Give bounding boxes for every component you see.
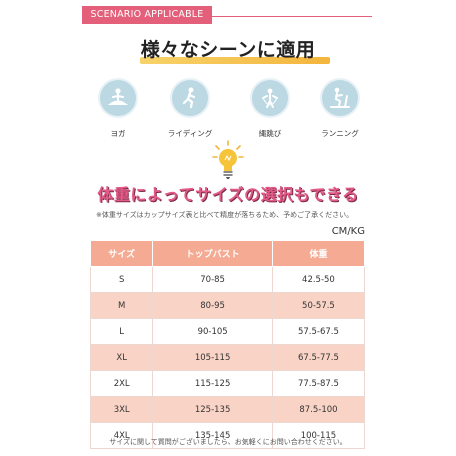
table-row: 2XL 115-125 77.5-87.5 (89, 370, 366, 397)
weight-cell: 100-115 (271, 422, 366, 449)
size-cell: XL (89, 344, 154, 371)
scene-riding: ライディング (160, 78, 220, 139)
size-cell: M (89, 292, 154, 319)
scene-label: 縄跳び (258, 129, 282, 138)
size-cell: L (89, 318, 154, 345)
size-cell: 4XL (89, 422, 154, 449)
bust-cell: 70-85 (152, 266, 273, 293)
scene-label: ランニング (321, 129, 359, 138)
column-header-size: サイズ (89, 240, 154, 267)
size-table: サイズ トップバスト 体重 S 70-85 42.5-50 M 80-95 50… (89, 240, 366, 449)
unit-label: CM/KG (331, 226, 365, 237)
contact-note: サイズに関して質問がございましたら、お気軽くにお問い合わせください。 (109, 438, 347, 446)
page-title: 様々なシーンに適用 (140, 39, 316, 61)
yoga-icon (98, 78, 138, 118)
weight-cell: 42.5-50 (271, 266, 366, 293)
bust-cell: 135-145 (152, 422, 273, 449)
weight-cell: 57.5-67.5 (271, 318, 366, 345)
table-header-row: サイズ トップバスト 体重 (89, 240, 366, 267)
table-row: 3XL 125-135 87.5-100 (89, 396, 366, 423)
lightbulb-icon (212, 140, 244, 180)
section-subtitle: 体重によってサイズの選択もできる (97, 185, 359, 204)
scene-yoga: ヨガ (88, 78, 148, 139)
table-row: 4XL 135-145 100-115 (89, 422, 366, 449)
title-highlight (140, 57, 330, 64)
scenario-tag: SCENARIO APPLICABLE (82, 6, 212, 24)
scene-label: ヨガ (110, 129, 126, 138)
weight-cell: 77.5-87.5 (271, 370, 366, 397)
scene-label: ライディング (167, 129, 213, 138)
bust-cell: 105-115 (152, 344, 273, 371)
table-row: M 80-95 50-57.5 (89, 292, 366, 319)
weight-cell: 67.5-77.5 (271, 344, 366, 371)
jump-rope-icon (250, 78, 290, 118)
tag-divider (212, 16, 372, 17)
column-header-bust: トップバスト (152, 240, 273, 267)
scene-list: ヨガ ライディング 縄跳び ランニング (0, 78, 456, 138)
table-row: S 70-85 42.5-50 (89, 266, 366, 293)
table-row: L 90-105 57.5-67.5 (89, 318, 366, 345)
bust-cell: 80-95 (152, 292, 273, 319)
riding-icon (170, 78, 210, 118)
size-cell: 3XL (89, 396, 154, 423)
bust-cell: 125-135 (152, 396, 273, 423)
column-header-weight: 体重 (271, 240, 366, 267)
scene-running: ランニング (310, 78, 370, 139)
bust-cell: 90-105 (152, 318, 273, 345)
running-machine-icon (320, 78, 360, 118)
bust-cell: 115-125 (152, 370, 273, 397)
size-cell: S (89, 266, 154, 293)
weight-cell: 87.5-100 (271, 396, 366, 423)
table-row: XL 105-115 67.5-77.5 (89, 344, 366, 371)
scene-jump-rope: 縄跳び (240, 78, 300, 139)
size-cell: 2XL (89, 370, 154, 397)
weight-cell: 50-57.5 (271, 292, 366, 319)
weight-note: ※体重サイズはカップサイズ表と比べて精度が落ちるため、予めご了承ください。 (96, 211, 354, 219)
